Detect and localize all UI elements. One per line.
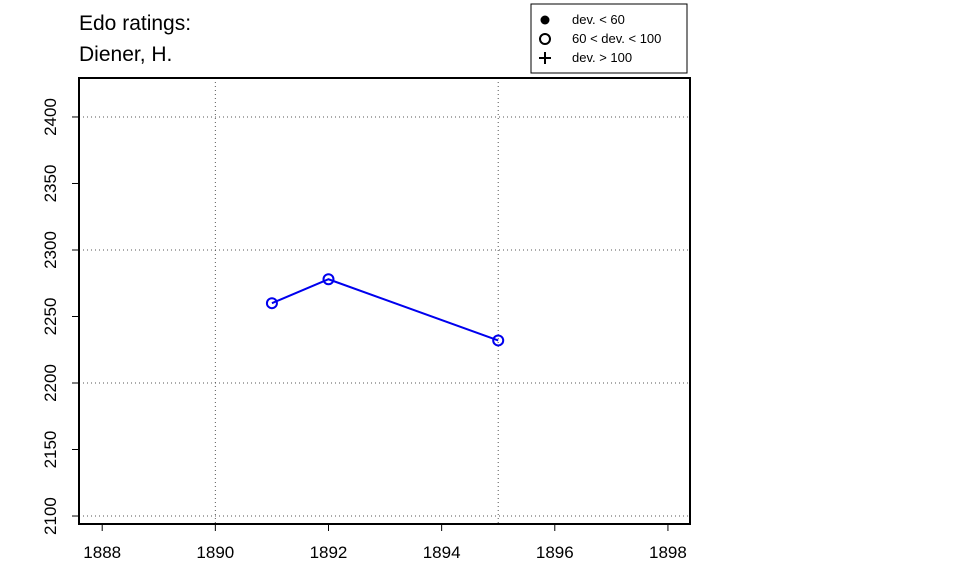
- x-tick-label: 1894: [423, 543, 461, 562]
- x-tick-label: 1890: [196, 543, 234, 562]
- marker: [540, 15, 550, 25]
- y-tick-label: 2300: [41, 231, 60, 269]
- legend-label: dev. < 60: [572, 12, 625, 27]
- x-tick-label: 1888: [83, 543, 121, 562]
- y-tick-label: 2400: [41, 98, 60, 136]
- y-tick-label: 2100: [41, 497, 60, 535]
- y-tick-label: 2250: [41, 298, 60, 336]
- marker: [539, 52, 551, 64]
- y-tick-label: 2200: [41, 364, 60, 402]
- chart-title: Diener, H.: [79, 43, 172, 66]
- x-tick-label: 1898: [649, 543, 687, 562]
- legend-box: [530, 3, 688, 74]
- plot-frame: [78, 77, 691, 525]
- chart-title: Edo ratings:: [79, 12, 191, 35]
- marker: [492, 334, 505, 347]
- marker: [322, 273, 335, 286]
- line: [271, 278, 499, 342]
- marker: [539, 33, 551, 45]
- legend-label: dev. > 100: [572, 50, 632, 65]
- legend-label: 60 < dev. < 100: [572, 31, 661, 46]
- y-tick-label: 2350: [41, 165, 60, 203]
- marker: [265, 297, 278, 310]
- x-tick-label: 1892: [310, 543, 348, 562]
- y-tick-label: 2150: [41, 431, 60, 469]
- x-tick-label: 1896: [536, 543, 574, 562]
